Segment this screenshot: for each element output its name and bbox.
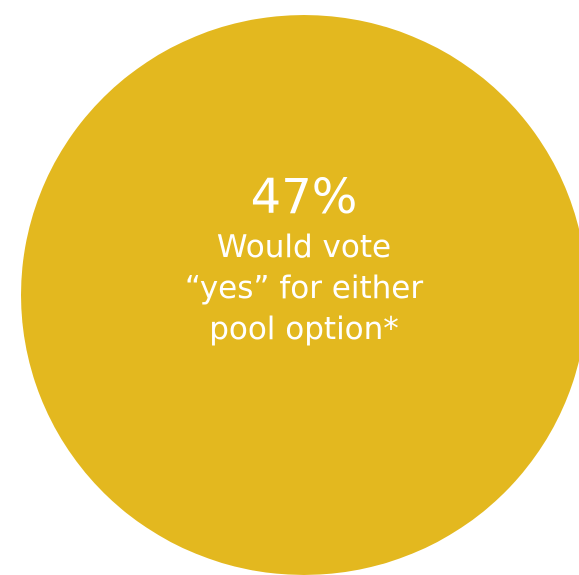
stat-caption-line-1: Would vote xyxy=(216,229,392,265)
stat-caption: Would vote “yes” for either pool option* xyxy=(21,227,579,350)
stat-caption-line-3: pool option* xyxy=(209,311,399,347)
stat-percentage: 47% xyxy=(250,169,358,225)
stat-text: 47% Would vote “yes” for either pool opt… xyxy=(21,166,579,350)
stat-circle xyxy=(21,15,579,575)
stat-caption-line-2: “yes” for either xyxy=(184,270,424,306)
